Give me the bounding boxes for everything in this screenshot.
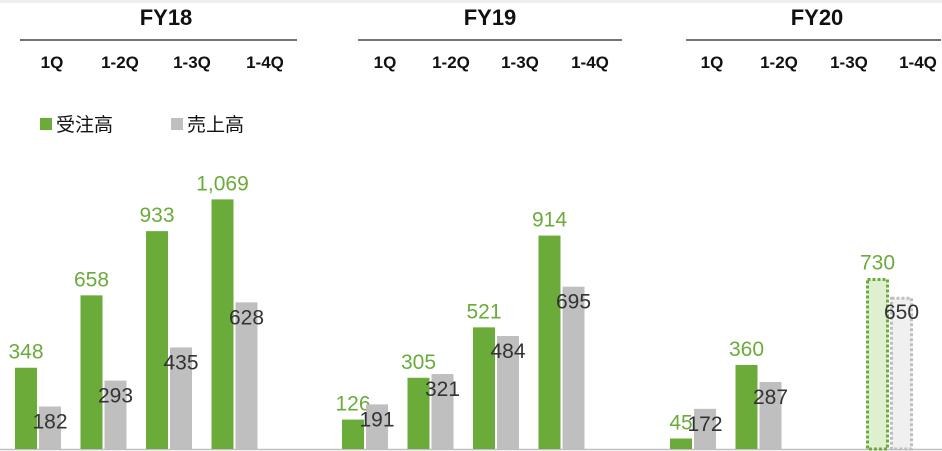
data-label-sales: 484: [490, 340, 525, 363]
bar-orders: [15, 367, 37, 449]
data-label-orders: 126: [335, 393, 370, 416]
quarter-label: 1Q: [701, 53, 724, 72]
bar-sales: [170, 347, 192, 449]
bar-sales: [235, 302, 258, 449]
bar-orders: [211, 199, 234, 449]
data-label-orders: 1,069: [196, 172, 249, 195]
quarter-label: 1-3Q: [830, 53, 868, 72]
fiscal-year-label-fy18: FY18: [140, 5, 193, 30]
bar-orders: [146, 231, 168, 449]
legend-label-orders: 受注高: [56, 114, 113, 136]
quarter-label: 1-2Q: [760, 53, 798, 72]
quarter-label: 1-4Q: [246, 53, 284, 72]
top-strip: [0, 0, 942, 3]
bar-orders: [538, 235, 561, 449]
data-label-orders: 658: [74, 268, 109, 291]
bar-sales: [497, 335, 519, 449]
bar-sales: [759, 381, 782, 449]
data-label-sales: 287: [753, 386, 788, 409]
bar-orders: [473, 327, 495, 449]
data-label-orders: 730: [860, 252, 895, 275]
bar-orders: [407, 377, 430, 449]
bar-orders: [342, 419, 364, 449]
data-label-orders: 521: [466, 300, 501, 323]
data-label-orders: 360: [729, 338, 764, 361]
legend-swatch-sales: [171, 118, 183, 130]
data-label-sales: 650: [884, 301, 919, 324]
bar-orders: [735, 364, 758, 449]
bar-orders-forecast: [866, 278, 889, 451]
bar-sales: [104, 380, 127, 449]
quarter-label: 1-2Q: [101, 53, 139, 72]
data-label-orders: 305: [401, 351, 436, 374]
bar-sales: [562, 286, 585, 449]
quarter-label: 1Q: [374, 53, 397, 72]
legend-swatch-orders: [40, 118, 52, 130]
data-label-sales: 182: [32, 411, 67, 434]
data-label-sales: 695: [556, 291, 591, 314]
data-label-orders: 914: [532, 209, 567, 232]
bar-sales-forecast: [890, 296, 913, 451]
data-label-sales: 628: [229, 306, 264, 329]
data-label-orders: 933: [139, 204, 174, 227]
legend-label-sales: 売上高: [187, 114, 244, 136]
bar-orders: [80, 295, 103, 449]
quarter-label: 1-4Q: [899, 53, 937, 72]
data-label-orders: 45: [669, 411, 692, 434]
fiscal-year-label-fy20: FY20: [791, 5, 844, 30]
data-label-sales: 293: [98, 385, 133, 408]
quarter-label: 1-3Q: [173, 53, 211, 72]
bar-sales: [39, 406, 61, 449]
bar-sales: [366, 404, 388, 449]
bar-orders: [670, 438, 692, 449]
bar-sales: [694, 408, 716, 449]
fiscal-year-label-fy19: FY19: [464, 5, 517, 30]
data-label-orders: 348: [8, 341, 43, 364]
quarter-label: 1Q: [41, 53, 64, 72]
data-label-sales: 191: [359, 408, 394, 431]
quarter-label: 1-3Q: [501, 53, 539, 72]
bar-sales: [431, 374, 454, 449]
quarter-label: 1-2Q: [432, 53, 470, 72]
data-label-sales: 321: [425, 378, 460, 401]
data-label-sales: 172: [687, 413, 722, 436]
quarter-label: 1-4Q: [571, 53, 609, 72]
data-label-sales: 435: [163, 351, 198, 374]
